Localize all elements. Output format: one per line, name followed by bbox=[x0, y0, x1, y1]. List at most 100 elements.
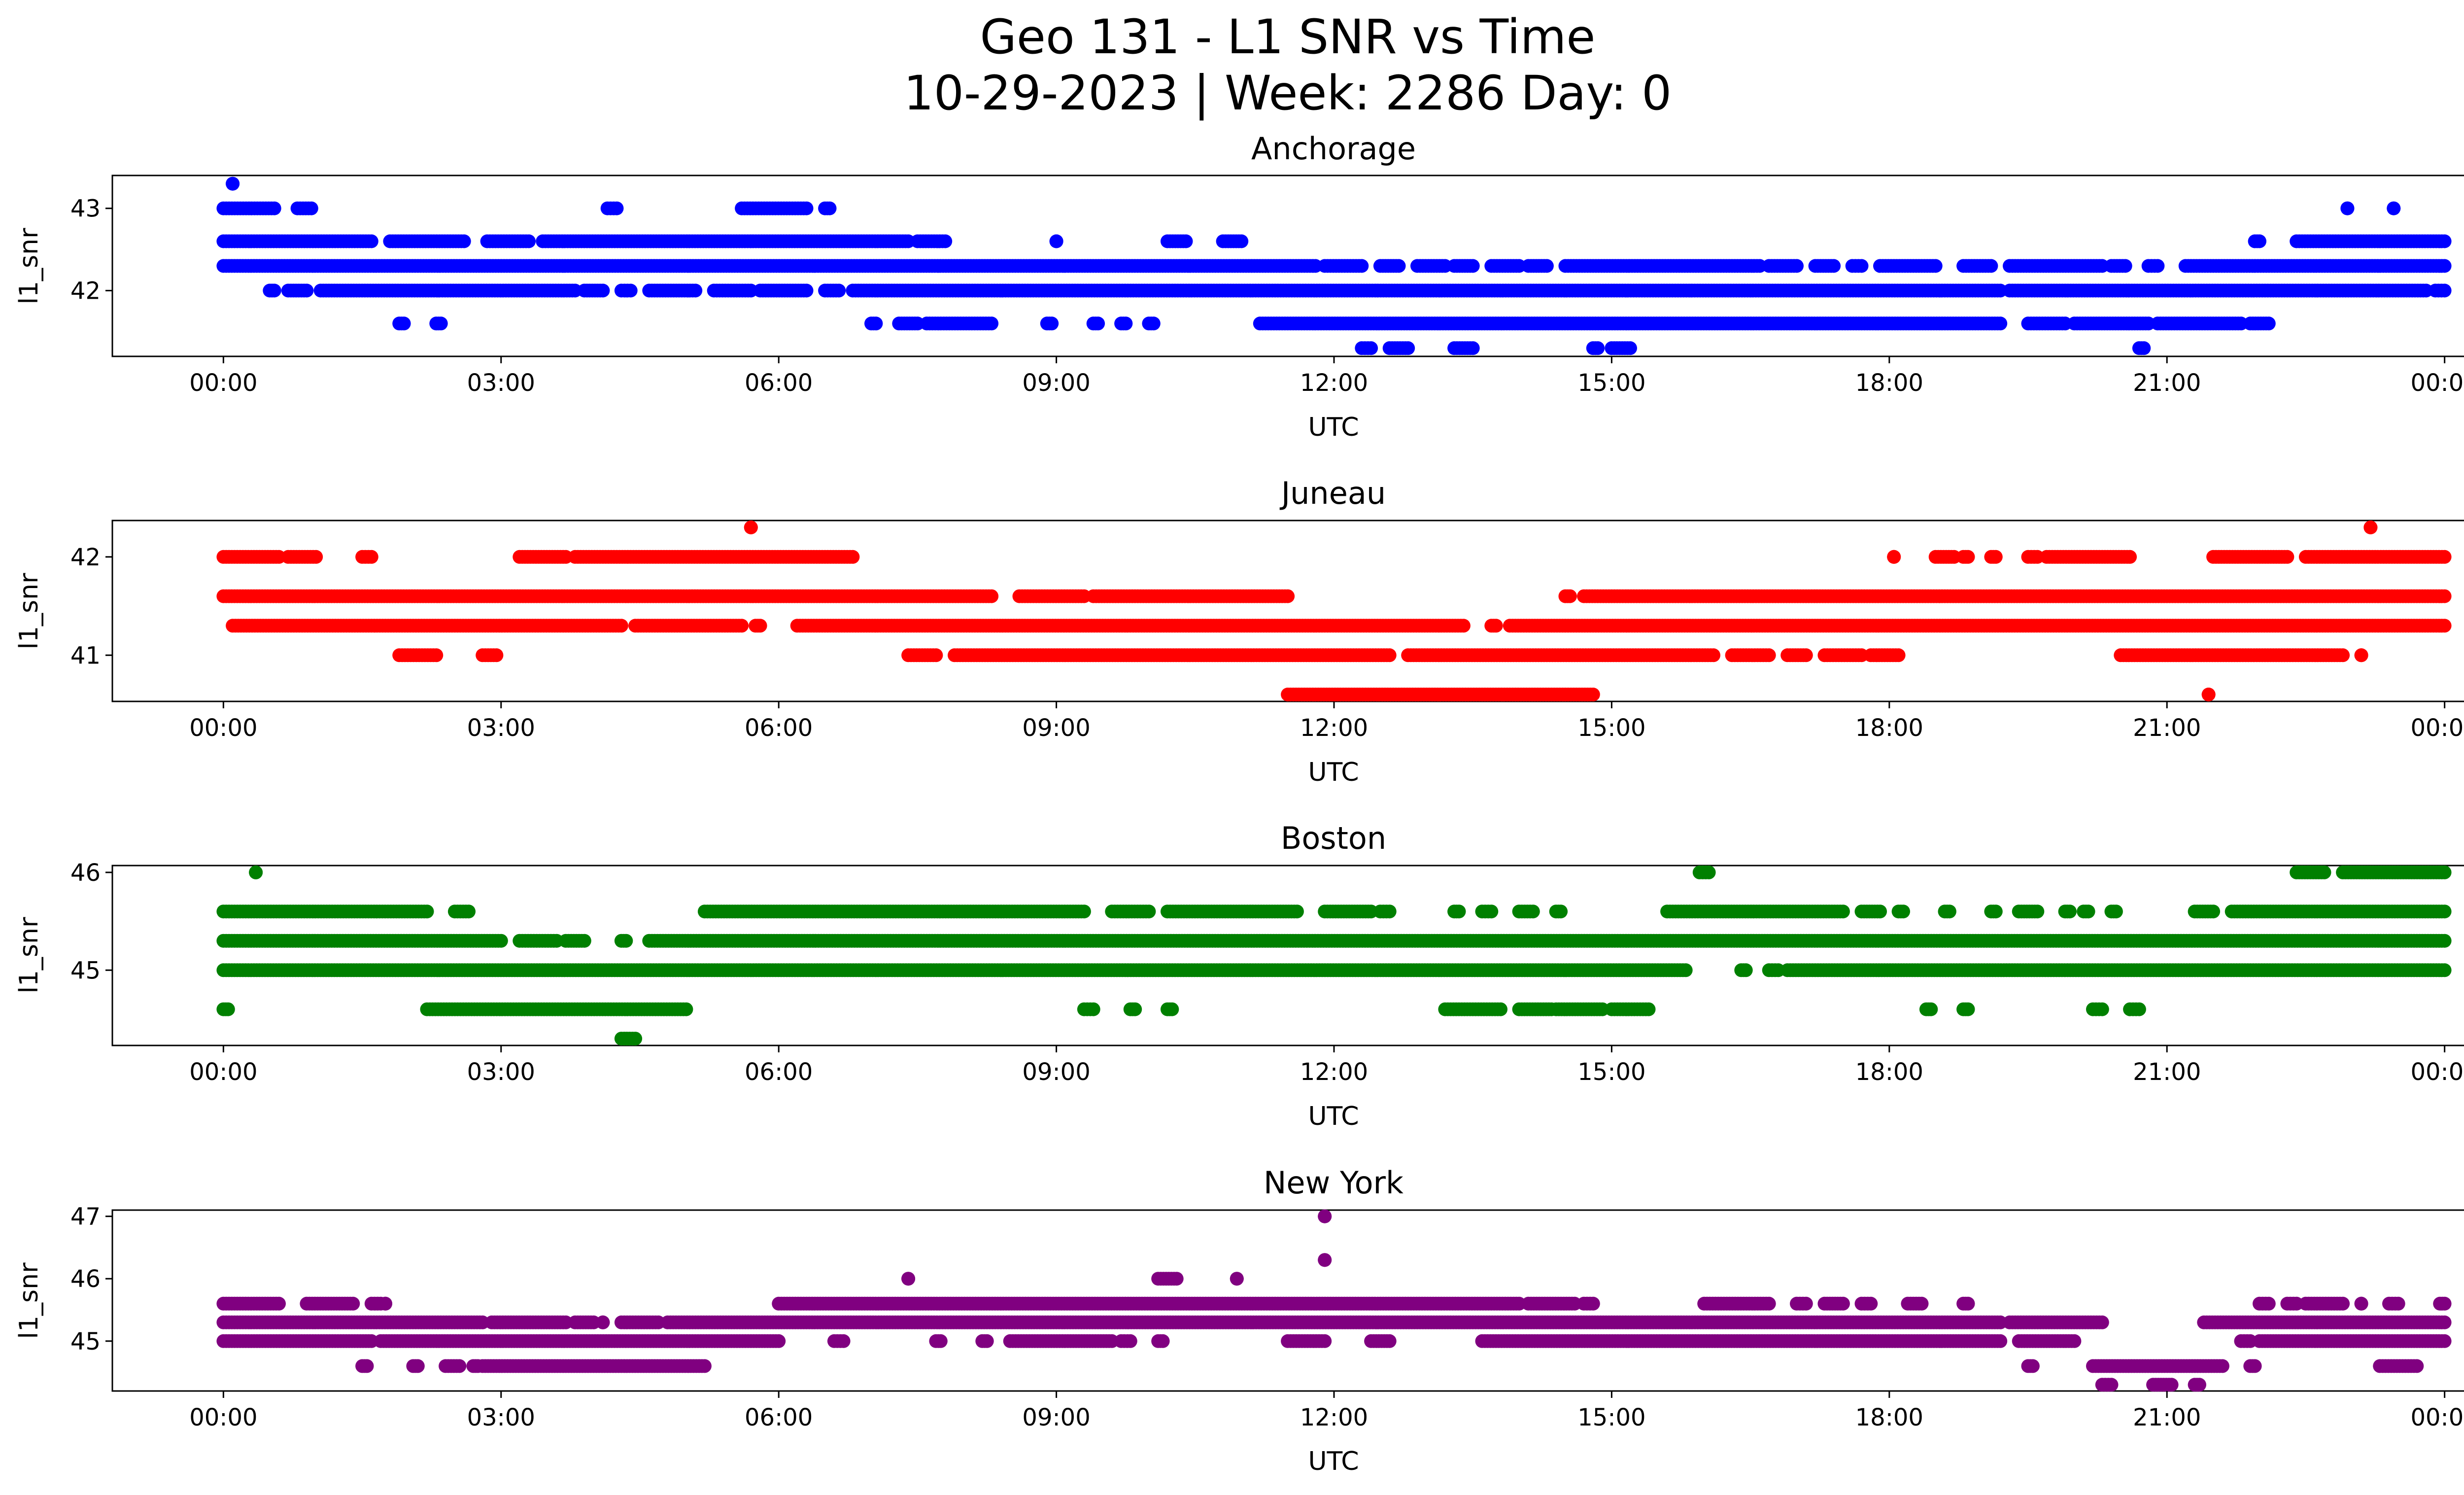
data-point bbox=[2201, 688, 2216, 701]
data-point bbox=[462, 904, 476, 919]
y-tick-label: 42 bbox=[70, 544, 101, 571]
x-tick-label: 00:00 bbox=[189, 369, 257, 397]
data-point bbox=[249, 865, 263, 879]
x-tick-label: 18:00 bbox=[1855, 714, 1923, 742]
data-point bbox=[2437, 283, 2452, 298]
data-point bbox=[938, 234, 953, 248]
data-point bbox=[1179, 234, 1193, 248]
x-tick-label: 03:00 bbox=[467, 714, 535, 742]
x-tick-label: 21:00 bbox=[2133, 369, 2201, 397]
x-tick-label: 00:00 bbox=[189, 714, 257, 742]
x-tick-label: 00:00 bbox=[2410, 369, 2464, 397]
data-point bbox=[688, 283, 703, 298]
subplot-anchorage: Anchorage 00:00 03:00 06:00 09:00 12:00 15:00… bbox=[14, 131, 2464, 442]
data-point bbox=[822, 201, 837, 215]
data-point bbox=[1456, 619, 1471, 633]
figure-title-line-2: 10-29-2023 | Week: 2286 Day: 0 bbox=[904, 66, 1672, 121]
y-axis-label: l1_snr bbox=[14, 228, 44, 305]
data-point bbox=[522, 234, 536, 248]
data-point bbox=[1623, 341, 1637, 355]
data-point bbox=[1586, 688, 1600, 701]
data-point bbox=[309, 550, 323, 564]
data-point bbox=[429, 648, 444, 662]
data-point bbox=[2261, 316, 2276, 331]
plot-frame bbox=[111, 865, 2464, 1046]
data-point bbox=[799, 283, 814, 298]
data-point bbox=[420, 904, 434, 919]
x-tick-label: 15:00 bbox=[1577, 714, 1645, 742]
data-point bbox=[1355, 259, 1369, 273]
x-axis-ticks: 00:00 03:00 06:00 09:00 12:00 15:00 18:00 21:00… bbox=[189, 356, 2464, 397]
data-point bbox=[1961, 550, 1975, 564]
x-tick-label: 15:00 bbox=[1577, 369, 1645, 397]
data-point bbox=[226, 176, 240, 191]
x-tick-label: 06:00 bbox=[745, 714, 813, 742]
data-points bbox=[216, 865, 2452, 1046]
data-point bbox=[2437, 550, 2452, 564]
data-point bbox=[1077, 904, 1091, 919]
y-tick-label: 41 bbox=[70, 642, 101, 669]
data-point bbox=[1049, 234, 1063, 248]
data-point bbox=[2123, 550, 2137, 564]
data-points bbox=[216, 521, 2452, 701]
data-point bbox=[267, 201, 281, 215]
data-point bbox=[1484, 904, 1499, 919]
data-point bbox=[1234, 234, 1249, 248]
y-tick-label: 43 bbox=[70, 195, 101, 223]
data-point bbox=[1993, 316, 2008, 331]
data-point bbox=[1401, 341, 1415, 355]
x-tick-label: 12:00 bbox=[1300, 714, 1368, 742]
x-tick-label: 12:00 bbox=[1300, 369, 1368, 397]
data-point bbox=[1392, 259, 1406, 273]
x-tick-label: 03:00 bbox=[467, 369, 535, 397]
subplot-title: Boston bbox=[1281, 820, 1386, 856]
figure-title-line-1: Geo 131 - L1 SNR vs Time bbox=[980, 9, 1596, 65]
data-point bbox=[1563, 589, 1577, 603]
data-point bbox=[1554, 904, 1568, 919]
data-point bbox=[1827, 259, 1841, 273]
x-axis-label: UTC bbox=[1308, 758, 1359, 787]
data-point bbox=[2137, 341, 2151, 355]
data-point bbox=[300, 283, 314, 298]
data-point bbox=[1119, 316, 1133, 331]
data-point bbox=[1146, 316, 1161, 331]
data-point bbox=[1364, 341, 1378, 355]
data-point bbox=[1281, 589, 1295, 603]
data-point bbox=[1489, 619, 1503, 633]
y-axis-label: l1_snr bbox=[14, 573, 44, 650]
subplot-juneau: Juneau 00:00 03:00 06:00 09:00 12:00 15:00 18:… bbox=[14, 475, 2464, 787]
data-point bbox=[2280, 550, 2294, 564]
x-tick-label: 18:00 bbox=[1855, 369, 1923, 397]
data-point bbox=[869, 316, 883, 331]
plot-frame bbox=[111, 520, 2464, 702]
data-point bbox=[2437, 234, 2452, 248]
data-point bbox=[364, 234, 378, 248]
data-point bbox=[457, 234, 471, 248]
subplot-title: Anchorage bbox=[1251, 131, 1416, 167]
data-point bbox=[614, 619, 628, 633]
y-axis-ticks: 41 42 bbox=[70, 544, 112, 669]
data-point bbox=[1540, 259, 1554, 273]
data-point bbox=[1891, 648, 1906, 662]
data-point bbox=[1790, 259, 1804, 273]
data-point bbox=[2340, 201, 2355, 215]
data-point bbox=[1526, 904, 1540, 919]
data-points bbox=[216, 176, 2452, 355]
data-point bbox=[1466, 259, 1480, 273]
data-point bbox=[610, 201, 624, 215]
data-point bbox=[846, 550, 860, 564]
data-point bbox=[1382, 648, 1397, 662]
data-point bbox=[364, 550, 378, 564]
data-point bbox=[985, 316, 999, 331]
data-point bbox=[596, 283, 610, 298]
x-tick-label: 09:00 bbox=[1022, 369, 1090, 397]
subplot-boston: Boston 00:00 03:00 06:00 09:00 12:00 15:00 18:… bbox=[14, 820, 2464, 1131]
data-point bbox=[2354, 648, 2368, 662]
data-point bbox=[397, 316, 411, 331]
data-point bbox=[985, 589, 999, 603]
x-tick-label: 09:00 bbox=[1022, 714, 1090, 742]
data-point bbox=[1466, 341, 1480, 355]
data-point bbox=[1045, 316, 1059, 331]
x-tick-label: 00:00 bbox=[2410, 714, 2464, 742]
